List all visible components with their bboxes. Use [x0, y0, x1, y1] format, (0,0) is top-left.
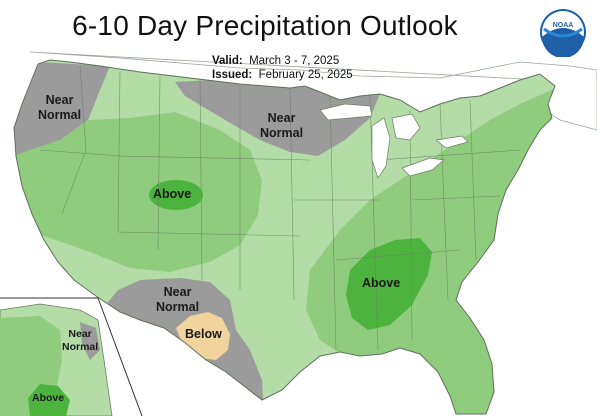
label-line: Normal: [156, 300, 200, 314]
above-50-rockies: [149, 180, 203, 210]
conus-outline: [13, 59, 556, 415]
near-normal-north: [175, 80, 380, 156]
outlook-dates: Valid: March 3 - 7, 2025 Issued: Februar…: [212, 54, 353, 82]
valid-value: March 3 - 7, 2025: [249, 55, 340, 67]
issued-row: Issued: February 25, 2025: [212, 68, 353, 82]
issued-label: Issued:: [212, 69, 253, 81]
label-line: Near: [45, 93, 74, 107]
valid-label: Valid:: [212, 55, 243, 67]
label-line: Normal: [62, 341, 99, 353]
label-texas-below: Below: [185, 327, 222, 341]
label-north-near-normal: Near Normal: [260, 111, 303, 141]
noaa-logo: NOAA: [540, 9, 586, 57]
state-boundaries: [39, 65, 521, 351]
alaska-above-strong: [28, 384, 70, 416]
great-lakes: [319, 103, 469, 179]
label-line: Near: [68, 328, 92, 340]
alaska-inset: [0, 297, 143, 416]
label-alaska-near-normal: Near Normal: [62, 328, 98, 354]
issued-value: February 25, 2025: [258, 69, 353, 81]
label-line: Near: [163, 285, 192, 299]
above-50-southeast: [346, 238, 432, 330]
label-line: Normal: [260, 126, 304, 140]
label-southwest-near-normal: Near Normal: [156, 285, 199, 315]
label-line: Normal: [38, 108, 82, 122]
logo-text: NOAA: [553, 22, 574, 29]
label-line: Near: [267, 111, 296, 125]
label-southeast-above: Above: [362, 276, 401, 290]
label-rockies-above: Above: [153, 187, 192, 201]
label-alaska-above: Above: [32, 392, 65, 404]
page-title: 6-10 Day Precipitation Outlook: [72, 10, 458, 41]
label-northwest-near-normal: Near Normal: [38, 93, 81, 123]
alaska-near-normal: [80, 322, 100, 360]
valid-row: Valid: March 3 - 7, 2025: [212, 54, 353, 68]
